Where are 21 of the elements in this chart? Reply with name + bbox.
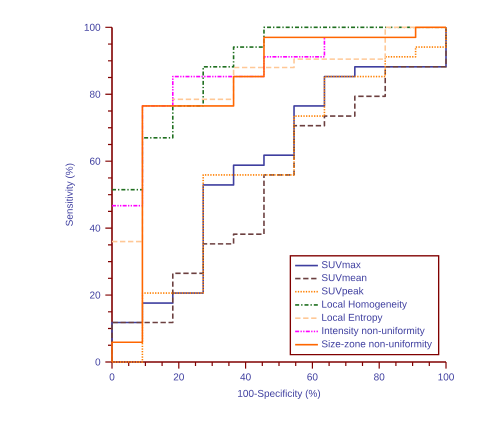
x-axis-title: 100-Specificity (%) (238, 390, 320, 399)
y-tick-label: 80 (90, 90, 100, 98)
legend-label: SUVpeak (322, 287, 364, 296)
x-tick-label: 100 (438, 373, 454, 380)
legend-label: Intensity non-uniformity (322, 326, 425, 336)
y-axis-title: Sensitivity (%) (65, 164, 75, 226)
x-tick-label: 60 (307, 373, 318, 380)
y-tick-label: 20 (90, 292, 100, 299)
legend-label: Local Entropy (322, 314, 382, 323)
legend-label: Local Homogeneity (322, 300, 407, 310)
y-tick-label: 100 (84, 24, 100, 31)
x-tick-label: 80 (374, 373, 384, 380)
y-tick-label: 60 (90, 158, 100, 165)
legend-label: SUVmean (322, 274, 366, 282)
x-tick-label: 20 (174, 373, 184, 380)
y-tick-label: 0 (95, 358, 100, 366)
legend-label: SUVmax (322, 261, 361, 268)
y-tick-label: 40 (90, 224, 100, 232)
x-tick-label: 0 (110, 373, 114, 380)
legend-label: Size-zone non-uniformity (322, 340, 432, 350)
x-tick-label: 40 (240, 373, 251, 380)
